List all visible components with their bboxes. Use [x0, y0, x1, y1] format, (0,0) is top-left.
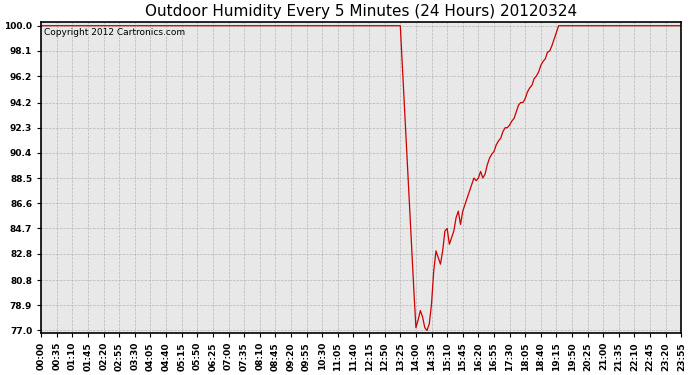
- Title: Outdoor Humidity Every 5 Minutes (24 Hours) 20120324: Outdoor Humidity Every 5 Minutes (24 Hou…: [145, 4, 578, 19]
- Text: Copyright 2012 Cartronics.com: Copyright 2012 Cartronics.com: [44, 28, 186, 37]
